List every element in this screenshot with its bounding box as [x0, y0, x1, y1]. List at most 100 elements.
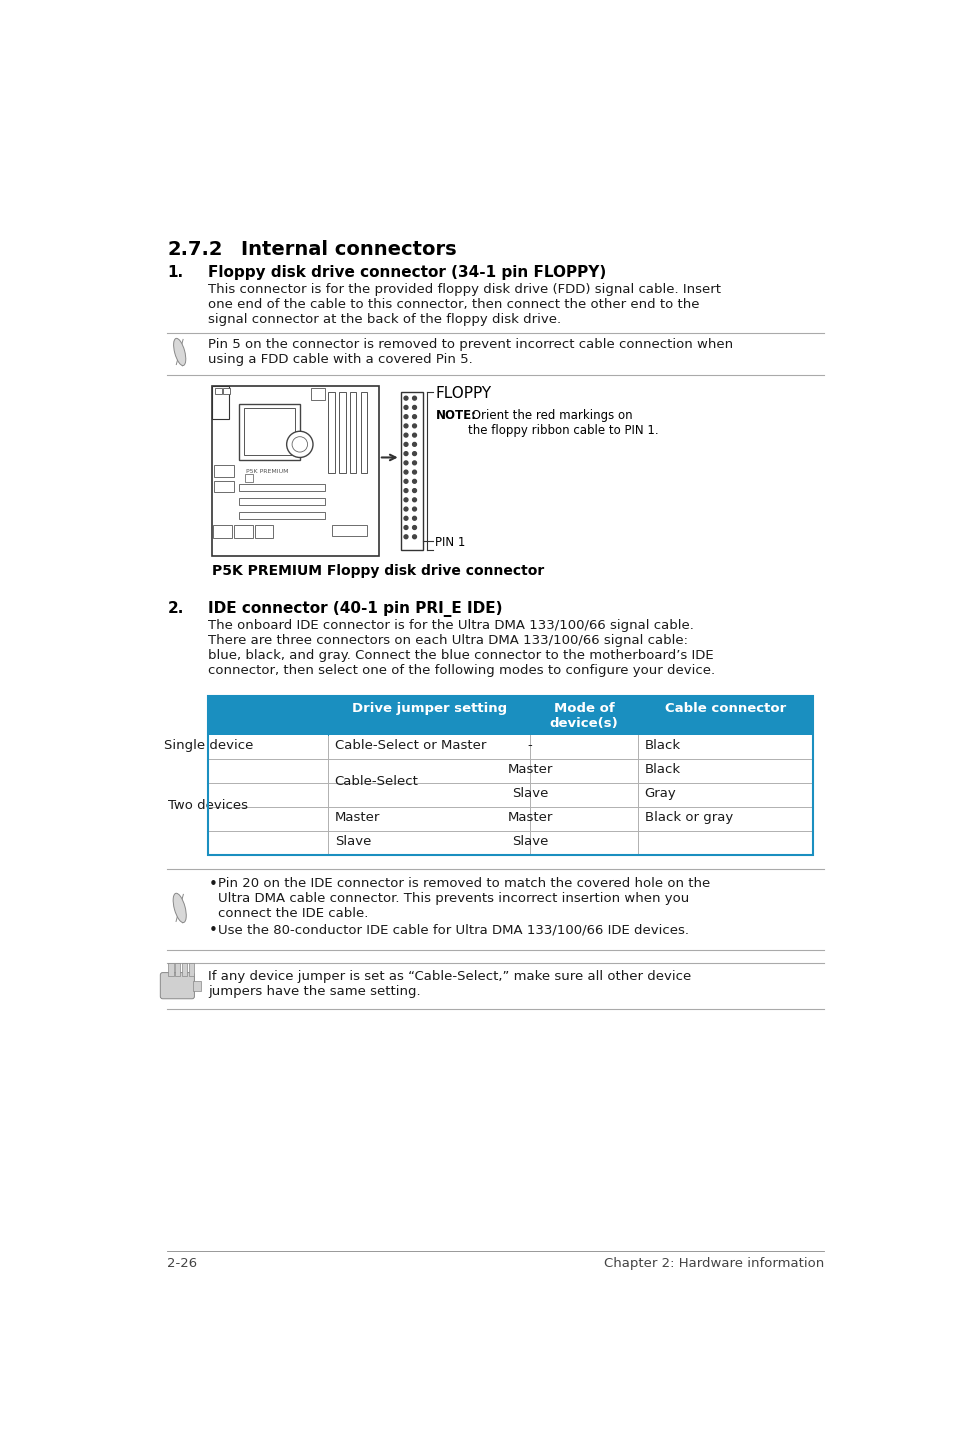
Text: Pin 20 on the IDE connector is removed to match the covered hole on the
Ultra DM: Pin 20 on the IDE connector is removed t… [218, 877, 710, 920]
Text: FLOPPY: FLOPPY [435, 385, 491, 401]
Circle shape [412, 508, 416, 510]
Text: P5K PREMIUM Floppy disk drive connector: P5K PREMIUM Floppy disk drive connector [212, 564, 544, 578]
Circle shape [412, 526, 416, 529]
Circle shape [404, 397, 408, 400]
Bar [213, 480, 233, 492]
Text: Use the 80-conductor IDE cable for Ultra DMA 133/100/66 IDE devices.: Use the 80-conductor IDE cable for Ultra… [218, 923, 689, 936]
Bar [208, 696, 812, 854]
Circle shape [404, 516, 408, 521]
Bar [332, 525, 367, 536]
Circle shape [404, 479, 408, 483]
Circle shape [412, 479, 416, 483]
Text: Internal connectors: Internal connectors [241, 240, 456, 259]
Text: If any device jumper is set as “Cable-Select,” make sure all other device
jumper: If any device jumper is set as “Cable-Se… [208, 969, 691, 998]
Text: P5K PREMIUM: P5K PREMIUM [245, 469, 288, 475]
Ellipse shape [172, 893, 186, 923]
Text: Master: Master [507, 764, 552, 777]
Circle shape [292, 437, 307, 452]
Circle shape [404, 414, 408, 418]
Text: Master: Master [335, 811, 379, 824]
FancyBboxPatch shape [160, 972, 194, 999]
Circle shape [412, 498, 416, 502]
Text: Floppy disk drive connector (34-1 pin FLOPPY): Floppy disk drive connector (34-1 pin FL… [208, 265, 606, 280]
Text: Slave: Slave [335, 835, 371, 848]
Bar [239, 512, 325, 519]
Bar [213, 464, 233, 477]
Circle shape [404, 462, 408, 464]
Circle shape [286, 431, 313, 457]
Text: Black: Black [644, 739, 680, 752]
Circle shape [404, 526, 408, 529]
Circle shape [412, 397, 416, 400]
Bar [182, 963, 187, 975]
Text: NOTE:: NOTE: [435, 408, 476, 421]
Text: Cable-Select or Master: Cable-Select or Master [335, 739, 486, 752]
Text: Drive jumper setting: Drive jumper setting [352, 702, 506, 715]
Text: This connector is for the provided floppy disk drive (FDD) signal cable. Insert
: This connector is for the provided flopp… [208, 283, 720, 325]
Circle shape [412, 462, 416, 464]
Circle shape [404, 470, 408, 475]
Circle shape [404, 433, 408, 437]
Text: •: • [208, 877, 217, 892]
Bar [208, 696, 812, 735]
Text: Mode of
device(s): Mode of device(s) [549, 702, 618, 731]
Text: Black or gray: Black or gray [644, 811, 732, 824]
Text: -: - [527, 739, 532, 752]
Text: 2.7.2: 2.7.2 [167, 240, 223, 259]
Circle shape [404, 498, 408, 502]
Text: •: • [208, 923, 217, 939]
Text: 2.: 2. [167, 601, 184, 615]
Bar [213, 525, 232, 538]
Bar [328, 393, 335, 473]
Circle shape [412, 433, 416, 437]
Text: Slave: Slave [511, 835, 548, 848]
Bar [350, 393, 356, 473]
Bar [212, 385, 378, 557]
Text: Orient the red markings on
the floppy ribbon cable to PIN 1.: Orient the red markings on the floppy ri… [468, 408, 658, 437]
Text: Cable connector: Cable connector [664, 702, 785, 715]
Circle shape [412, 535, 416, 539]
Bar [208, 735, 812, 854]
Bar [339, 393, 345, 473]
Bar [189, 963, 194, 975]
Bar [400, 393, 422, 549]
Bar [245, 475, 253, 482]
Circle shape [404, 452, 408, 456]
Bar [360, 393, 367, 473]
Bar [233, 525, 253, 538]
Bar [174, 963, 180, 975]
Circle shape [404, 535, 408, 539]
Circle shape [404, 489, 408, 492]
Bar [223, 388, 230, 394]
Text: Cable-Select: Cable-Select [335, 775, 418, 788]
Text: Master: Master [507, 811, 552, 824]
Text: PIN 1: PIN 1 [435, 536, 465, 549]
Circle shape [412, 452, 416, 456]
Text: Chapter 2: Hardware information: Chapter 2: Hardware information [603, 1257, 823, 1270]
Bar [168, 963, 173, 975]
Bar [239, 485, 325, 492]
Circle shape [412, 470, 416, 475]
Text: Slave: Slave [511, 787, 548, 800]
Ellipse shape [173, 338, 186, 365]
Circle shape [412, 489, 416, 492]
Circle shape [412, 406, 416, 410]
Text: 2-26: 2-26 [167, 1257, 197, 1270]
Circle shape [412, 516, 416, 521]
Bar [214, 388, 221, 394]
Text: Pin 5 on the connector is removed to prevent incorrect cable connection when
usi: Pin 5 on the connector is removed to pre… [208, 338, 733, 367]
Bar [212, 385, 229, 418]
Circle shape [404, 443, 408, 446]
Circle shape [404, 424, 408, 429]
Text: Single device: Single device [164, 739, 253, 752]
Bar [239, 499, 325, 505]
Circle shape [404, 508, 408, 510]
Bar [239, 404, 299, 460]
Bar [244, 408, 294, 456]
Bar [311, 388, 325, 400]
Text: Two devices: Two devices [168, 800, 248, 812]
Circle shape [412, 443, 416, 446]
Text: The onboard IDE connector is for the Ultra DMA 133/100/66 signal cable.
There ar: The onboard IDE connector is for the Ult… [208, 620, 715, 677]
Text: 1.: 1. [167, 265, 183, 280]
Circle shape [412, 424, 416, 429]
